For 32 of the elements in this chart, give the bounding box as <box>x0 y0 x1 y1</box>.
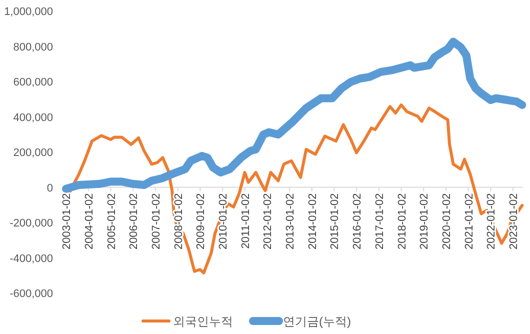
x-tick-label: 2005-01-02 <box>106 193 118 250</box>
y-tick-label: 600,000 <box>13 76 53 88</box>
y-tick-label: -200,000 <box>10 218 53 230</box>
x-tick-label: 2020-01-02 <box>440 193 453 250</box>
x-tick-label: 2003-01-02 <box>61 193 74 250</box>
x-tick-label: 2016-01-02 <box>352 193 364 250</box>
x-tick-label: 2008-01-02 <box>172 193 185 250</box>
y-tick-label: 1,000,000 <box>4 6 53 18</box>
y-tick-label: 800,000 <box>13 41 53 54</box>
x-tick-label: 2012-01-02 <box>262 193 274 250</box>
x-tick-label: 2018-01-02 <box>396 193 408 250</box>
x-tick-label: 2011-01-02 <box>240 193 252 249</box>
x-tick-label: 2022-01-02 <box>486 193 498 250</box>
x-tick-label: 2021-01-02 <box>463 193 476 250</box>
x-tick-label: 2017-01-02 <box>374 193 386 250</box>
y-tick-label: -600,000 <box>10 288 53 300</box>
x-tick-label: 2004-01-02 <box>83 193 96 250</box>
legend-label: 연기금(누적) <box>283 314 351 328</box>
x-tick-label: 2006-01-02 <box>128 193 140 250</box>
y-tick-label: 400,000 <box>13 112 53 124</box>
y-tick-label: -400,000 <box>10 252 53 265</box>
legend-label: 외국인누적 <box>173 314 233 328</box>
x-tick-label: 2014-01-02 <box>306 193 319 250</box>
x-tick-label: 2009-01-02 <box>195 193 208 250</box>
x-tick-label: 2013-01-02 <box>284 193 297 250</box>
x-tick-label: 2007-01-02 <box>150 193 162 250</box>
x-tick-label: 2015-01-02 <box>329 193 342 250</box>
y-tick-label: 200,000 <box>13 147 53 159</box>
x-tick-label: 2019-01-02 <box>418 193 431 250</box>
y-tick-label: 0 <box>46 182 53 194</box>
x-tick-label: 2023-01-02 <box>508 193 520 250</box>
x-tick-label: 2010-01-02 <box>217 193 230 250</box>
